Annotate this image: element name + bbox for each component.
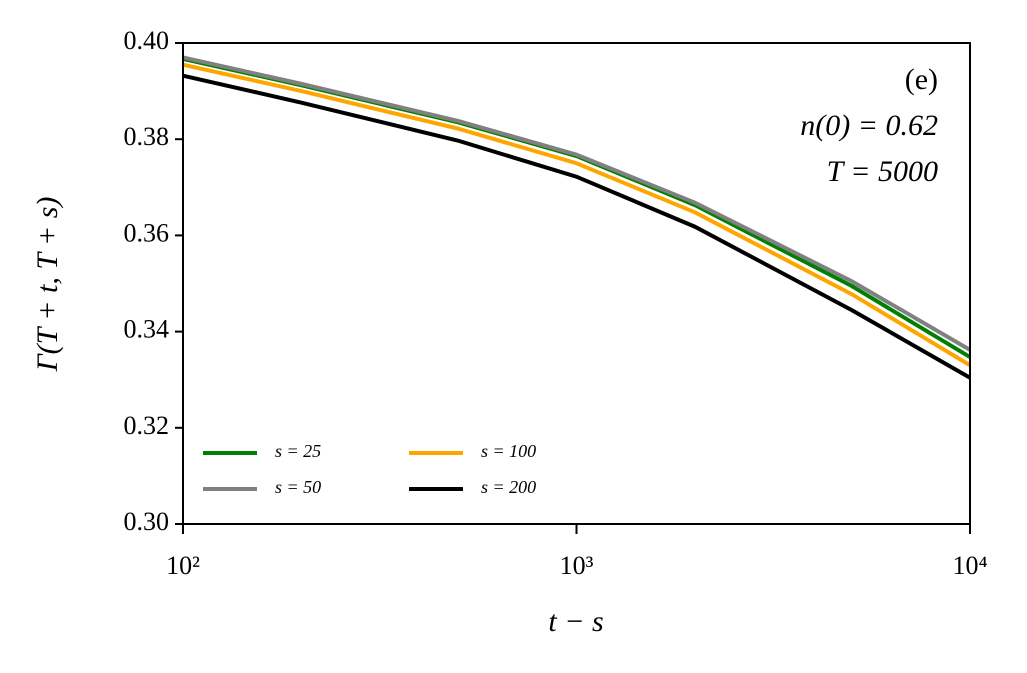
x-tick-label: 10² [166, 551, 200, 580]
line [182, 55, 972, 352]
annotation: T = 5000 [827, 155, 938, 188]
legend-label: s = 200 [481, 477, 536, 497]
legend-box [189, 430, 599, 516]
x-tick-label: 10³ [560, 551, 594, 580]
y-tick-label: 0.30 [124, 507, 170, 536]
x-axis-label: t − s [548, 605, 603, 638]
legend-label: s = 100 [481, 441, 536, 461]
line [182, 73, 971, 380]
y-tick-label: 0.36 [124, 218, 170, 247]
y-tick-label: 0.40 [124, 26, 170, 55]
y-tick-label: 0.38 [124, 122, 170, 151]
y-axis-label: Γ(T + t, T + s) [31, 197, 64, 373]
y-tick-label: 0.32 [124, 411, 170, 440]
annotation: (e) [905, 63, 938, 96]
legend-label: s = 50 [275, 477, 321, 497]
annotation: n(0) = 0.62 [800, 109, 938, 142]
line [182, 62, 972, 367]
legend-label: s = 25 [275, 441, 321, 461]
y-tick-label: 0.34 [124, 315, 170, 344]
x-tick-label: 10⁴ [952, 551, 987, 580]
plot-frame [182, 42, 971, 525]
